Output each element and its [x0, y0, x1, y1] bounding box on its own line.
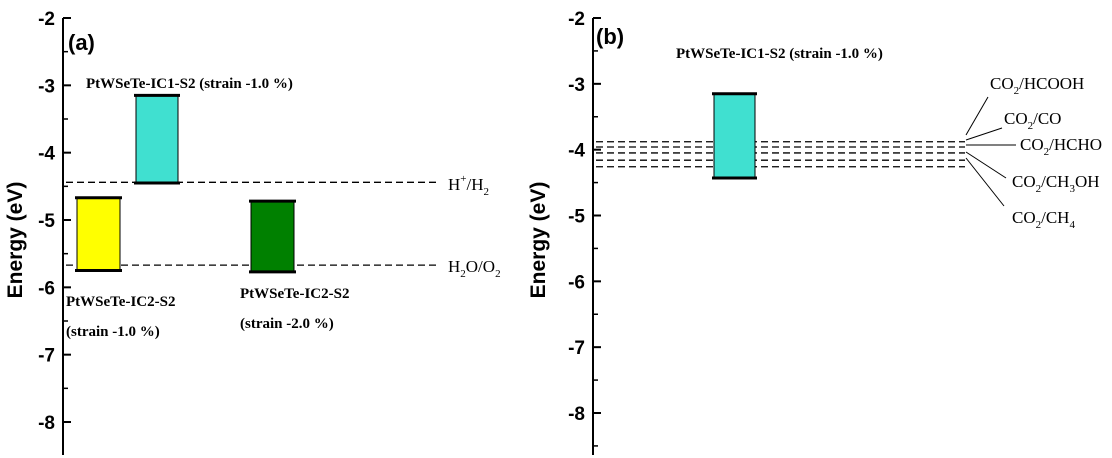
reference-level-label: CO2/CH3OH	[1012, 172, 1100, 195]
panel-label: (a)	[68, 30, 95, 55]
reference-level-label: CO2/HCHO	[1020, 135, 1102, 158]
panel-b: -2 -3 -4 -5 -6 -7 -8 Energy (eV) (b) CO2/HCOOH CO2…	[527, 9, 1102, 455]
band-bar	[135, 94, 179, 184]
reference-leader-line	[965, 127, 1003, 141]
y-axis-title: Energy (eV)	[527, 182, 550, 299]
band-bar	[250, 200, 295, 273]
y-tick-label: -5	[38, 211, 55, 232]
y-axis-title: Energy (eV)	[4, 182, 27, 299]
y-tick-label: -5	[568, 207, 585, 228]
y-tick-label: -2	[568, 9, 585, 30]
bar-label: (strain -1.0 %)	[66, 324, 160, 340]
panel-label: (b)	[596, 24, 624, 49]
y-tick-label: -4	[568, 141, 585, 162]
y-tick-label: -6	[38, 278, 55, 299]
reference-level-label: H2O/O2	[448, 257, 501, 280]
reference-leader-line	[965, 151, 1007, 179]
reference-leader-line	[965, 96, 989, 136]
bar-label: PtWSeTe-IC2-S2	[66, 294, 175, 310]
reference-leader-line	[965, 157, 1005, 207]
bar-label: PtWSeTe-IC1-S2 (strain -1.0 %)	[86, 76, 293, 92]
reference-level-label: CO2/HCOOH	[990, 74, 1084, 97]
y-tick-label: -6	[568, 272, 585, 293]
y-tick-label: -3	[568, 75, 585, 96]
reference-level-label: H+/H2	[448, 173, 489, 198]
band-bar	[713, 93, 756, 179]
y-tick-label: -3	[38, 76, 55, 97]
y-tick-label: -8	[38, 413, 55, 434]
reference-level-label: CO2/CO	[1004, 109, 1061, 132]
y-tick-label: -2	[38, 9, 55, 30]
y-tick-label: -8	[568, 404, 585, 425]
y-tick-label: -7	[568, 338, 585, 359]
y-tick-label: -4	[38, 144, 55, 165]
bar-label: PtWSeTe-IC1-S2 (strain -1.0 %)	[676, 46, 883, 62]
panel-a: -2 -3 -4 -5 -6 -7 -8 Energy (eV) (a) H+/H2 H2O/O2 P…	[4, 9, 501, 455]
reference-level-label: CO2/CH4	[1012, 208, 1075, 231]
bar-label: (strain -2.0 %)	[240, 316, 334, 332]
y-tick-label: -7	[38, 346, 55, 367]
bar-label: PtWSeTe-IC2-S2	[240, 286, 349, 302]
band-bar	[76, 197, 121, 271]
